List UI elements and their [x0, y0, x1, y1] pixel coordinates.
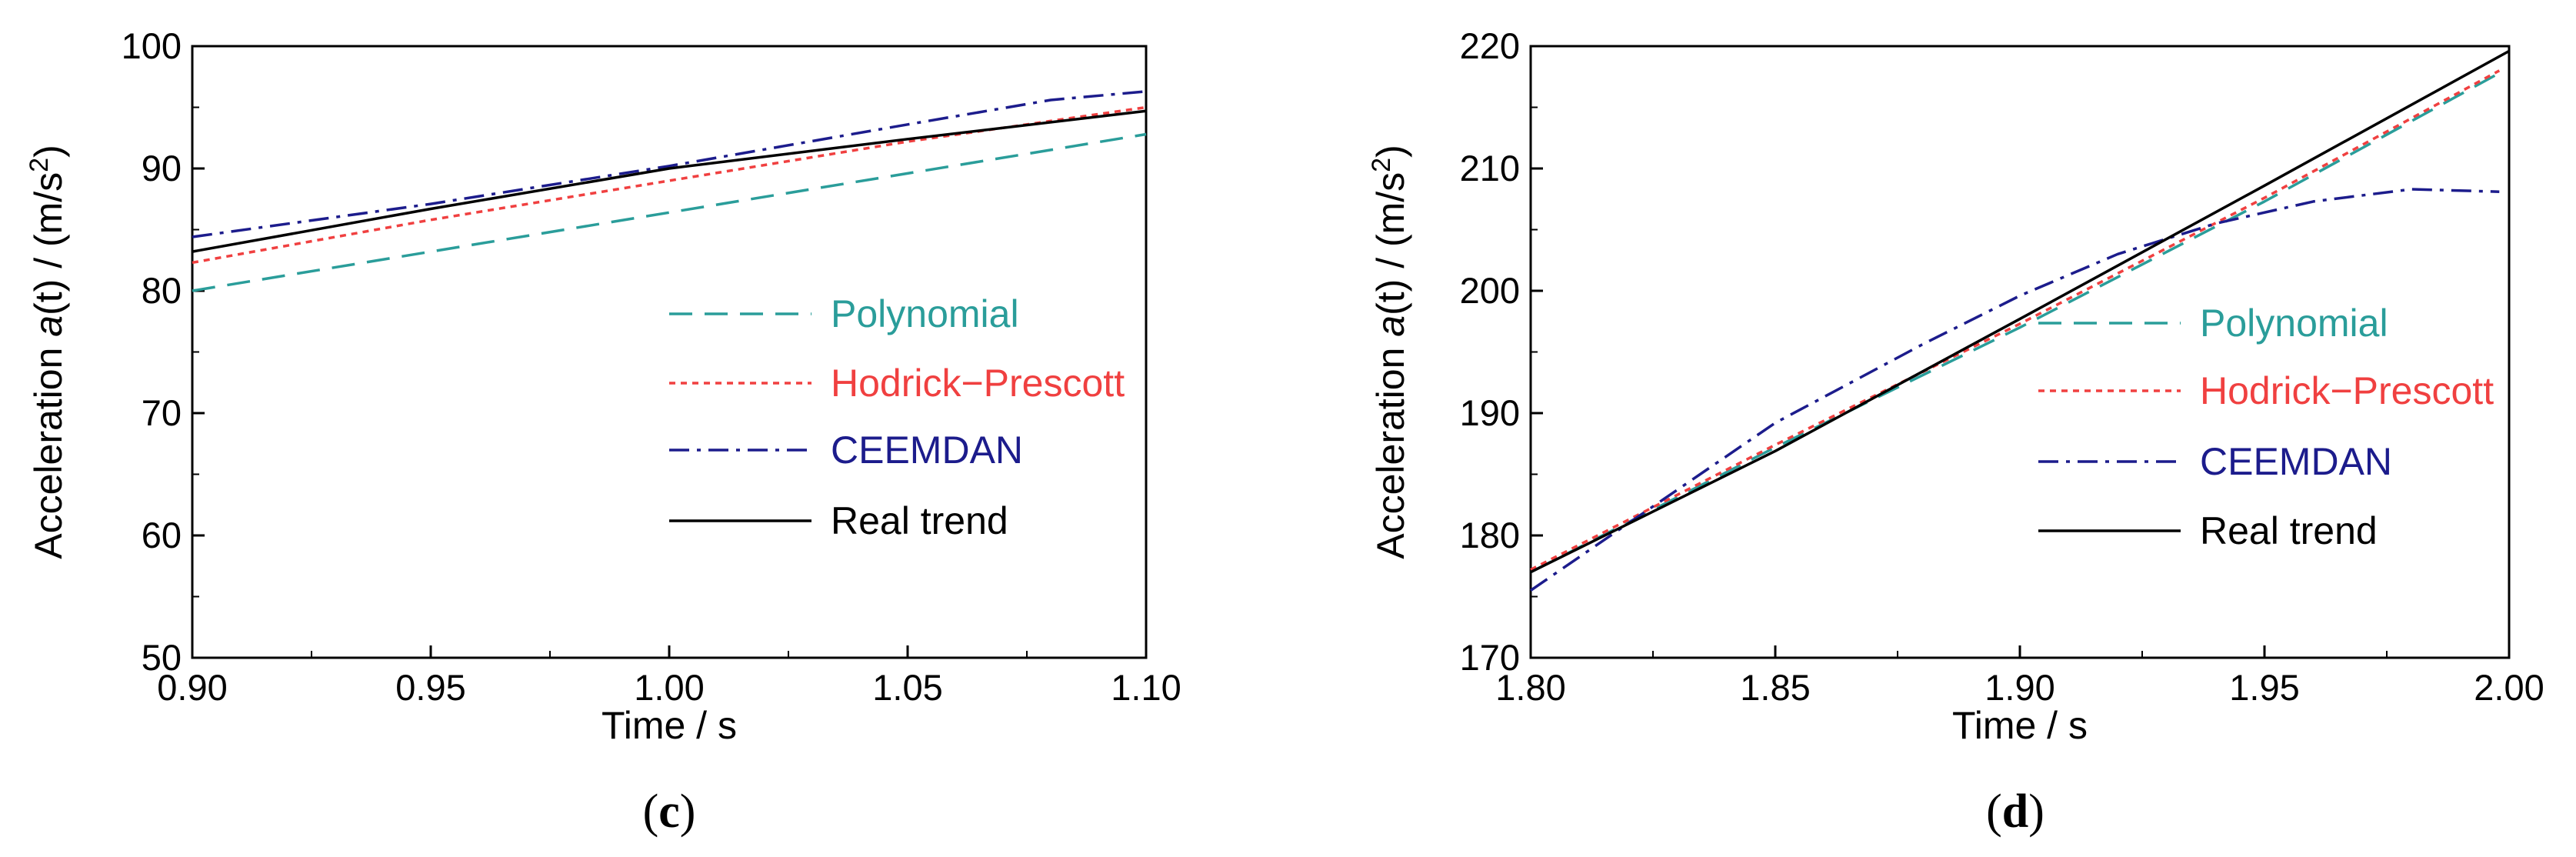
y-tick-label: 80 — [142, 270, 182, 311]
plot-frame — [1529, 45, 2511, 659]
y-tick-label: 180 — [1460, 515, 1520, 555]
y-tick-label: 220 — [1460, 25, 1520, 66]
y-axis-label-superscript: 2 — [1367, 158, 1396, 172]
legend-label: Hodrick−Prescott — [2200, 369, 2494, 412]
y-axis-label: Acceleration a(t) / (m/s2) — [25, 145, 70, 559]
y-tick-label: 100 — [122, 25, 182, 66]
chart-panel-c: 0.90 0.95 1.00 1.05 1.10 50 60 70 80 90 100 Time / … — [25, 25, 1181, 838]
y-axis-label-variable: a — [27, 315, 70, 337]
legend-label: Real trend — [831, 499, 1008, 542]
x-tick-label: 1.05 — [872, 667, 942, 708]
y-tick-label: 210 — [1460, 148, 1520, 188]
x-tick-label: 0.90 — [157, 667, 227, 708]
y-axis-label-close: ) — [27, 145, 70, 158]
x-tick-label: 0.95 — [395, 667, 465, 708]
legend-label: Hodrick−Prescott — [831, 362, 1125, 405]
legend: Polynomial Hodrick−Prescott CEEMDAN Real tr… — [2038, 302, 2494, 552]
series-line-ceemdan — [1530, 188, 2500, 592]
panel-label-open: ( — [1986, 785, 2002, 838]
plot-frame — [191, 45, 1148, 659]
y-tick-label: 190 — [1460, 392, 1520, 433]
x-tick-label: 1.90 — [1984, 667, 2054, 708]
y-tick-label: 200 — [1460, 270, 1520, 311]
panel-label-letter: c — [658, 785, 680, 838]
y-axis-label-variable: a — [1369, 315, 1412, 337]
y-axis-label: Acceleration a(t) / (m/s2) — [1367, 145, 1412, 559]
legend-label: Polynomial — [831, 292, 1019, 335]
legend-label: Real trend — [2200, 509, 2378, 552]
series-line-polynomial — [192, 132, 1147, 292]
chart-panel-d: 1.80 1.85 1.90 1.95 2.00 170 180 190 200 210 220 Ti… — [1367, 25, 2544, 838]
y-axis-label-units: (t) / (m/s — [27, 172, 70, 315]
x-tick-label: 1.00 — [634, 667, 704, 708]
series-line-ceemdan — [192, 90, 1147, 238]
y-tick-label: 50 — [142, 637, 182, 678]
y-axis-label-close: ) — [1369, 145, 1412, 158]
series-line-real-trend — [192, 109, 1147, 253]
x-axis-label: Time / s — [1952, 704, 2088, 747]
legend-label: Polynomial — [2200, 302, 2388, 345]
x-tick-label: 2.00 — [2474, 667, 2544, 708]
series-line-hodrick-prescott — [1530, 69, 2501, 572]
panel-label: (c) — [643, 785, 696, 838]
y-axis-label-prefix: Acceleration — [27, 337, 70, 559]
y-tick-label: 90 — [142, 148, 182, 188]
series-line-hodrick-prescott — [192, 105, 1147, 265]
x-tick-label: 1.80 — [1495, 667, 1565, 708]
y-tick-label: 170 — [1460, 637, 1520, 678]
legend-label: CEEMDAN — [831, 428, 1023, 472]
x-tick-label: 1.10 — [1111, 667, 1181, 708]
y-axis-label-superscript: 2 — [25, 158, 54, 172]
y-tick-label: 70 — [142, 392, 182, 433]
legend-label: CEEMDAN — [2200, 440, 2392, 483]
x-tick-label: 1.95 — [2229, 667, 2299, 708]
y-axis-label-prefix: Acceleration — [1369, 337, 1412, 559]
x-axis-label: Time / s — [602, 704, 737, 747]
panel-label-close: ) — [2028, 785, 2044, 838]
panel-label: (d) — [1986, 785, 2044, 838]
y-tick-label: 60 — [142, 515, 182, 555]
x-tick-label: 1.85 — [1740, 667, 1810, 708]
panel-label-letter: d — [2002, 785, 2028, 838]
series-line-real-trend — [1530, 49, 2510, 574]
legend: Polynomial Hodrick−Prescott CEEMDAN Real tr… — [669, 292, 1125, 542]
panel-label-close: ) — [680, 785, 696, 838]
y-axis-label-units: (t) / (m/s — [1369, 172, 1412, 315]
series-line-polynomial — [1530, 72, 2501, 574]
panel-label-open: ( — [643, 785, 659, 838]
